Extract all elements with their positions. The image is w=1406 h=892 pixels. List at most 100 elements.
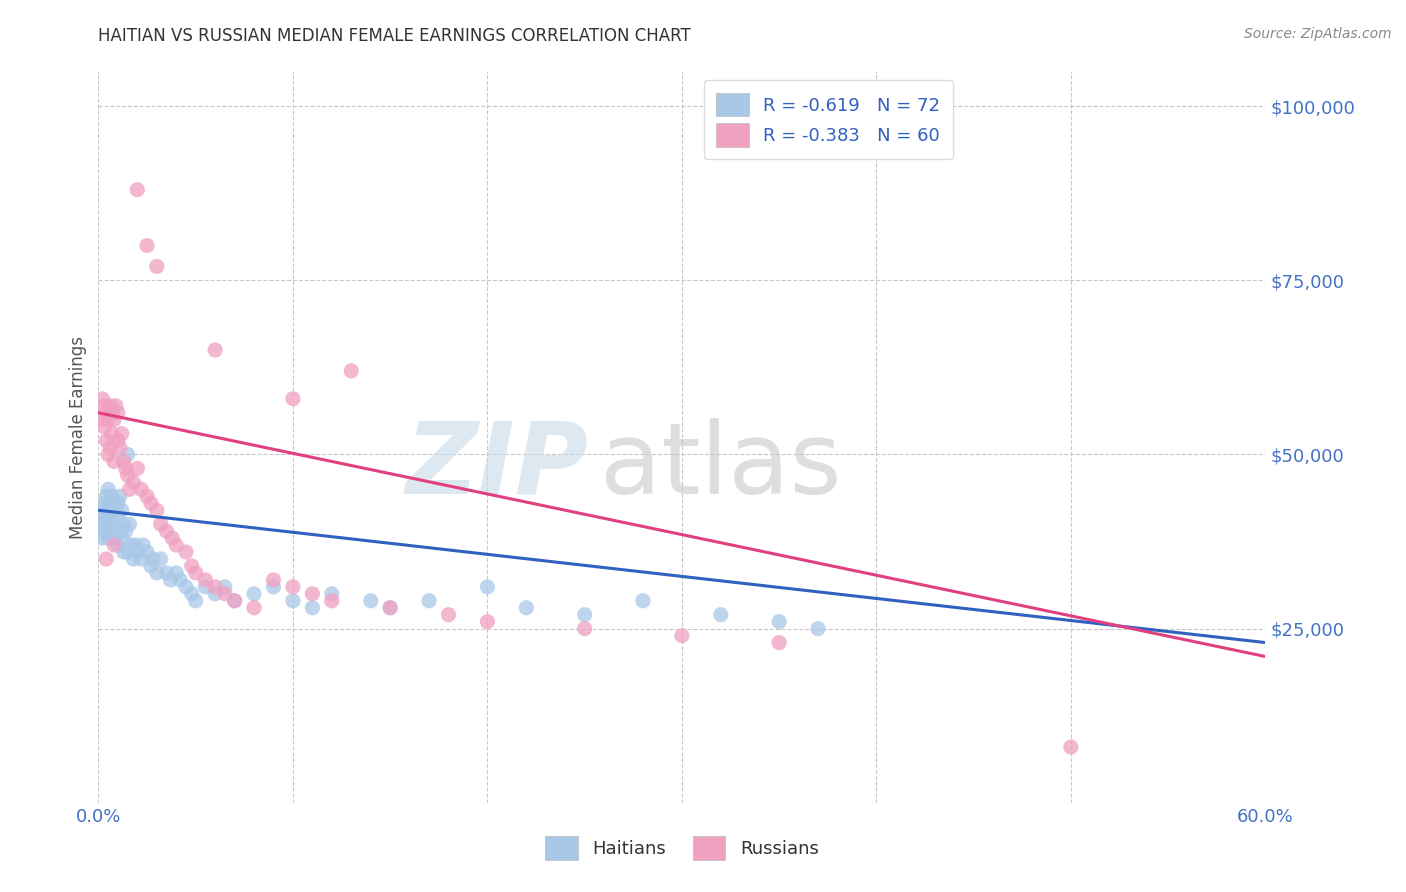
Point — [127, 545, 149, 559]
Point — [321, 587, 343, 601]
Point — [180, 558, 202, 573]
Point — [515, 600, 537, 615]
Point — [671, 629, 693, 643]
Point — [224, 594, 246, 608]
Point — [96, 517, 118, 532]
Point — [103, 412, 125, 426]
Point — [91, 392, 114, 406]
Point — [89, 412, 111, 426]
Point — [204, 343, 226, 357]
Point — [174, 545, 197, 559]
Point — [104, 503, 127, 517]
Point — [165, 538, 187, 552]
Point — [477, 615, 499, 629]
Point — [103, 496, 125, 510]
Point — [104, 531, 127, 545]
Point — [418, 594, 440, 608]
Point — [768, 635, 790, 649]
Point — [127, 183, 149, 197]
Point — [98, 524, 121, 538]
Point — [155, 524, 177, 538]
Point — [360, 594, 382, 608]
Point — [136, 489, 159, 503]
Point — [129, 483, 152, 497]
Point — [262, 580, 284, 594]
Point — [98, 496, 121, 510]
Point — [97, 503, 120, 517]
Point — [184, 566, 207, 580]
Point — [301, 587, 323, 601]
Point — [204, 587, 226, 601]
Point — [93, 399, 115, 413]
Point — [114, 524, 136, 538]
Point — [124, 538, 146, 552]
Point — [146, 260, 169, 274]
Point — [710, 607, 733, 622]
Point — [97, 531, 120, 545]
Point — [574, 607, 596, 622]
Point — [93, 419, 115, 434]
Point — [89, 503, 111, 517]
Point — [91, 517, 114, 532]
Point — [214, 580, 236, 594]
Point — [118, 483, 141, 497]
Point — [136, 238, 159, 252]
Point — [107, 538, 129, 552]
Point — [93, 496, 115, 510]
Point — [165, 566, 187, 580]
Point — [321, 594, 343, 608]
Point — [281, 392, 304, 406]
Point — [262, 573, 284, 587]
Point — [136, 545, 159, 559]
Point — [112, 545, 135, 559]
Point — [101, 426, 124, 441]
Point — [107, 510, 129, 524]
Point — [101, 406, 124, 420]
Point — [111, 426, 134, 441]
Point — [149, 517, 172, 532]
Point — [243, 600, 266, 615]
Point — [101, 489, 124, 503]
Point — [807, 622, 830, 636]
Point — [180, 587, 202, 601]
Point — [104, 399, 127, 413]
Point — [103, 538, 125, 552]
Point — [121, 538, 143, 552]
Point — [159, 573, 181, 587]
Point — [107, 496, 129, 510]
Point — [98, 441, 121, 455]
Point — [127, 461, 149, 475]
Point — [155, 566, 177, 580]
Point — [111, 503, 134, 517]
Point — [97, 448, 120, 462]
Text: ZIP: ZIP — [405, 417, 589, 515]
Point — [174, 580, 197, 594]
Point — [97, 412, 120, 426]
Point — [103, 454, 125, 468]
Point — [139, 558, 162, 573]
Point — [146, 503, 169, 517]
Point — [93, 524, 115, 538]
Point — [118, 517, 141, 532]
Point — [380, 600, 402, 615]
Point — [96, 552, 118, 566]
Point — [1060, 740, 1083, 755]
Point — [194, 573, 217, 587]
Point — [107, 434, 129, 448]
Point — [142, 552, 165, 566]
Legend: Haitians, Russians: Haitians, Russians — [538, 830, 825, 867]
Point — [114, 461, 136, 475]
Point — [93, 510, 115, 524]
Text: atlas: atlas — [600, 417, 842, 515]
Point — [97, 483, 120, 497]
Point — [139, 496, 162, 510]
Point — [122, 475, 145, 490]
Point — [129, 552, 152, 566]
Point — [98, 399, 121, 413]
Point — [96, 489, 118, 503]
Point — [380, 600, 402, 615]
Point — [132, 538, 155, 552]
Text: Source: ZipAtlas.com: Source: ZipAtlas.com — [1244, 27, 1392, 41]
Point — [96, 434, 118, 448]
Point — [184, 594, 207, 608]
